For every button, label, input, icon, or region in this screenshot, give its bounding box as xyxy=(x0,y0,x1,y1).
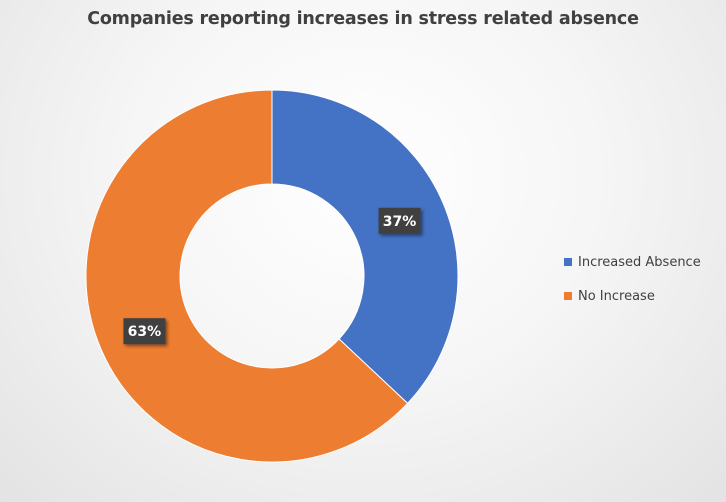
data-label-text: 63% xyxy=(128,324,162,340)
chart-title: Companies reporting increases in stress … xyxy=(87,9,639,29)
legend-label-no-increase: No Increase xyxy=(578,288,655,304)
legend-item-no-increase: No Increase xyxy=(560,279,726,313)
data-label-text: 37% xyxy=(383,214,417,230)
data-label-box xyxy=(378,207,421,234)
legend-label-increased-absence: Increased Absence xyxy=(578,254,701,270)
data-label-increased-absence: 37% xyxy=(378,207,421,234)
legend-item-increased-absence: Increased Absence xyxy=(560,245,726,279)
legend-swatch-increased-absence xyxy=(564,258,572,266)
legend-swatch-no-increase xyxy=(564,292,572,300)
legend: Increased Absence No Increase xyxy=(560,245,726,313)
donut-slice-increased-absence xyxy=(271,89,459,405)
donut-slice-no-increase xyxy=(85,89,409,463)
data-label-no-increase: 63% xyxy=(123,318,166,345)
data-label-box xyxy=(123,318,166,345)
